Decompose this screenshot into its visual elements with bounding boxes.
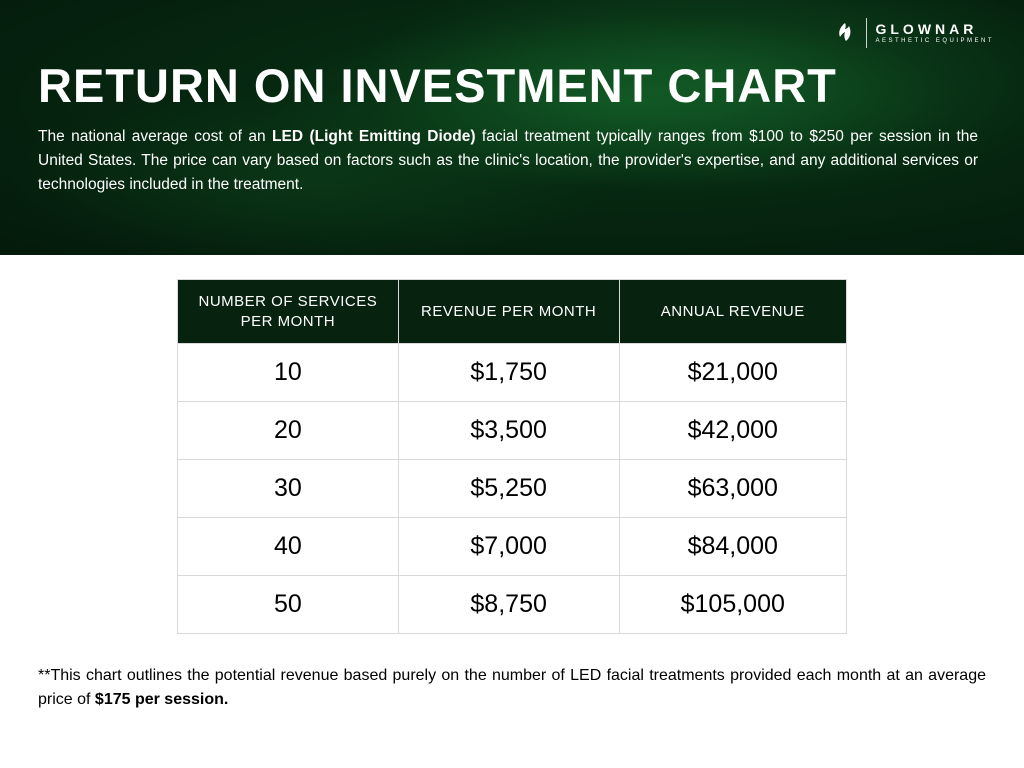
hero-banner: GLOWNAR AESTHETIC EQUIPMENT RETURN ON IN… [0,0,1024,255]
roi-table: NUMBER OF SERVICES PER MONTH REVENUE PER… [177,279,847,634]
footnote: **This chart outlines the potential reve… [38,664,986,712]
footnote-bold: $175 per session. [95,691,228,708]
cell: $105,000 [619,576,846,634]
roi-table-wrap: NUMBER OF SERVICES PER MONTH REVENUE PER… [0,279,1024,634]
cell: 30 [178,460,399,518]
cell: 20 [178,402,399,460]
cell: 50 [178,576,399,634]
table-row: 30 $5,250 $63,000 [178,460,847,518]
page-title: RETURN ON INVESTMENT CHART [38,0,986,113]
table-body: 10 $1,750 $21,000 20 $3,500 $42,000 30 $… [178,344,847,634]
table-row: 20 $3,500 $42,000 [178,402,847,460]
table-row: 40 $7,000 $84,000 [178,518,847,576]
table-row: 50 $8,750 $105,000 [178,576,847,634]
cell: $42,000 [619,402,846,460]
cell: $63,000 [619,460,846,518]
cell: $1,750 [398,344,619,402]
table-header-row: NUMBER OF SERVICES PER MONTH REVENUE PER… [178,280,847,344]
cell: 10 [178,344,399,402]
desc-pre: The national average cost of an [38,128,272,145]
cell: $21,000 [619,344,846,402]
table-row: 10 $1,750 $21,000 [178,344,847,402]
col-services: NUMBER OF SERVICES PER MONTH [178,280,399,344]
cell: $8,750 [398,576,619,634]
cell: $84,000 [619,518,846,576]
hero-description: The national average cost of an LED (Lig… [38,125,978,197]
cell: $3,500 [398,402,619,460]
desc-bold: LED (Light Emitting Diode) [272,128,475,145]
cell: $5,250 [398,460,619,518]
col-annual-rev: ANNUAL REVENUE [619,280,846,344]
cell: 40 [178,518,399,576]
col-month-rev: REVENUE PER MONTH [398,280,619,344]
cell: $7,000 [398,518,619,576]
